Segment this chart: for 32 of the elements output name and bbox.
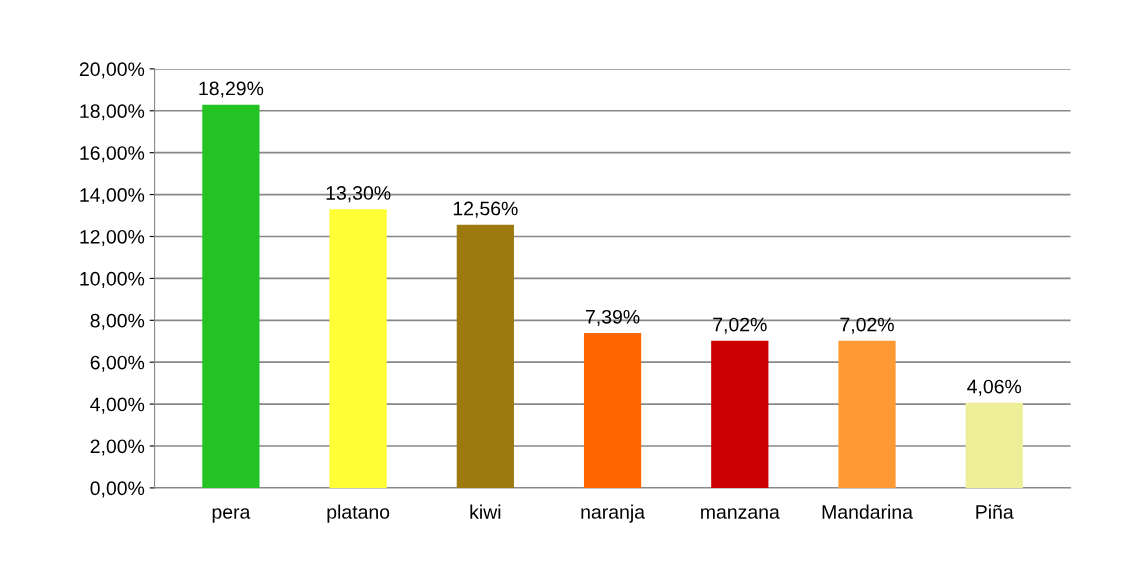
x-tick-label: manzana (701, 508, 780, 519)
y-tick-label: 20,00% (79, 62, 145, 79)
y-tick-label: 0,00% (90, 481, 145, 498)
data-label: 7,39% (586, 309, 640, 326)
y-tick-label: 2,00% (90, 439, 145, 456)
data-label: 12,56% (453, 201, 518, 218)
x-tick-label: Piña (976, 504, 1014, 519)
y-tick-label: 6,00% (90, 355, 145, 372)
bar (965, 402, 1023, 488)
y-tick-label: 16,00% (80, 146, 145, 163)
x-tick-label: platano (327, 504, 390, 523)
data-label: 7,02% (713, 317, 767, 334)
bar (838, 340, 896, 488)
bar (456, 224, 514, 488)
y-tick-label: 4,00% (90, 397, 145, 414)
y-tick-label: 18,00% (80, 104, 145, 121)
x-tick-label: pera (212, 508, 251, 523)
y-tick-label: 12,00% (80, 229, 145, 247)
bar (711, 340, 769, 488)
data-label: 4,06% (967, 379, 1022, 396)
data-label: 18,29% (199, 81, 264, 98)
bar (329, 209, 387, 488)
y-tick-label: 14,00% (80, 188, 145, 205)
bar (202, 104, 260, 488)
data-label: 13,30% (326, 186, 391, 203)
y-tick-label: 8,00% (90, 313, 145, 330)
x-tick-label: naranja (581, 504, 646, 523)
y-tick-label: 10,00% (80, 271, 145, 288)
data-label: 7,02% (840, 317, 894, 334)
x-tick-label: Mandarina (822, 504, 913, 519)
bar (583, 333, 642, 488)
x-tick-label: kiwi (470, 504, 501, 519)
